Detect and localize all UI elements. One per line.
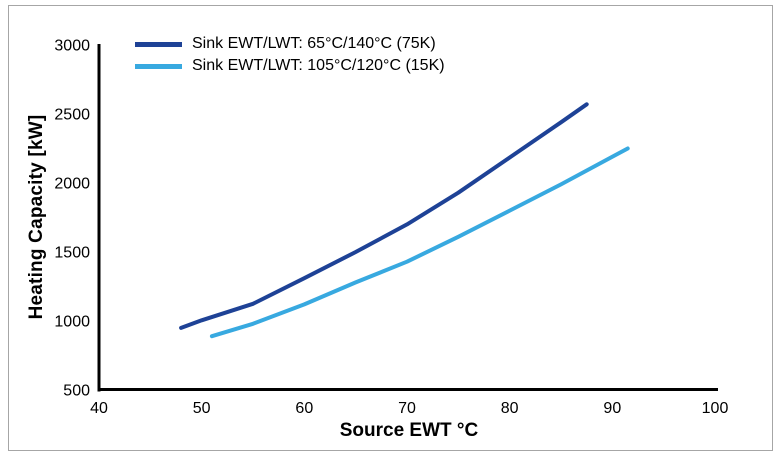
series-line-0 — [179, 102, 589, 330]
x-tick-label: 100 — [702, 400, 729, 417]
legend-item-light: Sink EWT/LWT: 105°C/120°C (15K) — [135, 55, 445, 77]
legend-label-light: Sink EWT/LWT: 105°C/120°C (15K) — [192, 57, 445, 74]
legend-swatch-dark-blue — [135, 41, 182, 47]
y-tick-label: 1500 — [54, 245, 90, 262]
series-line-1 — [209, 146, 630, 339]
y-tick-label: 3000 — [54, 38, 90, 55]
y-tick-label: 500 — [63, 383, 90, 400]
x-axis-title: Source EWT °C — [339, 420, 479, 441]
legend-item-dark: Sink EWT/LWT: 65°C/140°C (75K) — [135, 33, 445, 55]
legend-swatch-light-blue — [135, 63, 182, 69]
chart-border-frame — [8, 5, 773, 451]
legend-label-dark: Sink EWT/LWT: 65°C/140°C (75K) — [192, 35, 436, 52]
y-tick-label: 2500 — [54, 107, 90, 124]
x-tick-label: 50 — [193, 400, 211, 417]
x-tick-label: 80 — [501, 400, 519, 417]
x-tick-label: 90 — [603, 400, 621, 417]
x-tick-label: 40 — [90, 400, 108, 417]
x-tick-label: 60 — [295, 400, 313, 417]
y-tick-label: 1000 — [54, 314, 90, 331]
y-axis-title: Heating Capacity [kW] — [26, 114, 47, 320]
x-tick-label: 70 — [398, 400, 416, 417]
y-tick-label: 2000 — [54, 176, 90, 193]
legend: Sink EWT/LWT: 65°C/140°C (75K) Sink EWT/… — [135, 33, 445, 77]
